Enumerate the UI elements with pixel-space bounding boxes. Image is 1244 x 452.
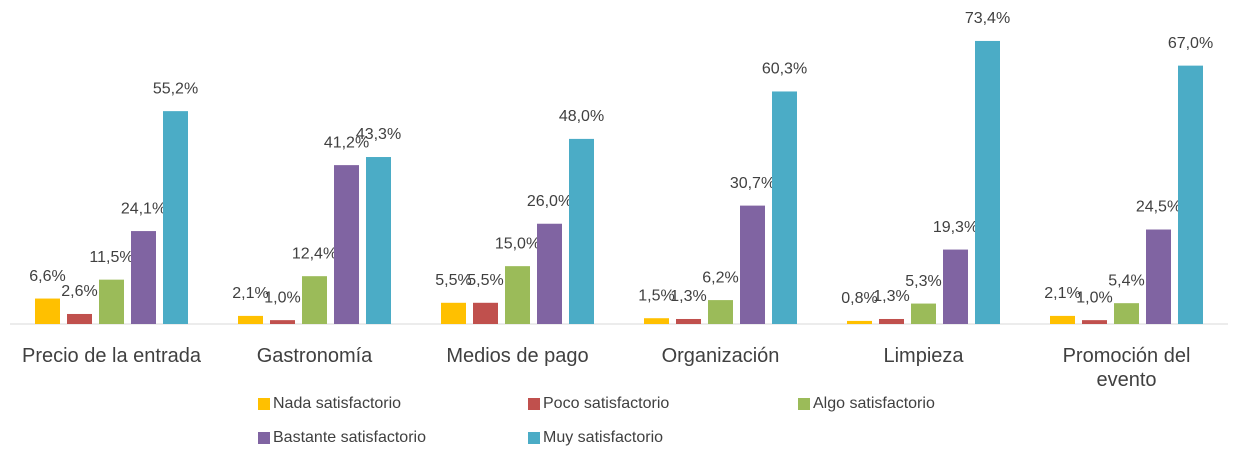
value-label: 73,4% <box>965 10 1010 27</box>
value-label: 1,3% <box>873 288 909 305</box>
value-label: 12,4% <box>292 245 337 262</box>
bar <box>1114 303 1139 324</box>
legend-label: Bastante satisfactorio <box>273 429 426 446</box>
bar <box>911 303 936 324</box>
value-label: 6,6% <box>29 268 65 285</box>
legend-label: Muy satisfactorio <box>543 429 663 446</box>
value-label: 24,1% <box>121 200 166 217</box>
x-tick-label: Limpieza <box>883 345 964 367</box>
bar <box>879 318 904 324</box>
x-tick-label: Organización <box>661 345 780 367</box>
value-label: 60,3% <box>762 61 807 78</box>
value-label: 5,5% <box>435 272 471 289</box>
bar <box>1146 229 1171 324</box>
value-label: 2,1% <box>1044 285 1080 302</box>
bar <box>505 266 530 324</box>
x-tick-label: Precio de la entrada <box>21 345 201 367</box>
legend-label: Nada satisfactorio <box>273 395 401 412</box>
bar <box>67 313 92 324</box>
value-label: 2,6% <box>61 283 97 300</box>
value-label: 1,0% <box>264 289 300 306</box>
bar <box>1050 315 1075 324</box>
bar <box>847 320 872 324</box>
bar <box>1082 320 1107 324</box>
bar <box>238 315 263 324</box>
bar <box>163 111 188 324</box>
legend-swatch <box>798 398 810 410</box>
legend-label: Algo satisfactorio <box>813 395 935 412</box>
value-label: 6,2% <box>702 269 738 286</box>
legend-swatch <box>258 432 270 444</box>
bar <box>537 223 562 324</box>
bar <box>772 91 797 324</box>
x-tick-label: Promoción del evento <box>1062 345 1191 391</box>
bar <box>740 205 765 324</box>
value-label: 48,0% <box>559 108 604 125</box>
bar <box>473 302 498 324</box>
value-label: 1,5% <box>638 287 674 304</box>
bar <box>334 165 359 324</box>
value-label: 15,0% <box>495 235 540 252</box>
value-label: 24,5% <box>1136 199 1181 216</box>
legend-label: Poco satisfactorio <box>543 395 669 412</box>
value-label: 1,3% <box>670 288 706 305</box>
value-label: 67,0% <box>1168 35 1213 52</box>
bar <box>1178 65 1203 324</box>
value-label: 0,8% <box>841 290 877 307</box>
value-label: 19,3% <box>933 219 978 236</box>
bar <box>708 300 733 324</box>
bar <box>366 157 391 324</box>
bar <box>569 138 594 324</box>
value-label: 2,1% <box>232 285 268 302</box>
bar <box>35 298 60 324</box>
value-label: 43,3% <box>356 126 401 143</box>
value-label: 1,0% <box>1076 289 1112 306</box>
bar <box>441 302 466 324</box>
bar <box>943 249 968 324</box>
bar <box>131 231 156 324</box>
bar <box>99 279 124 324</box>
bar <box>676 318 701 324</box>
value-label: 5,5% <box>467 272 503 289</box>
value-label: 55,2% <box>153 80 198 97</box>
x-tick-label: Gastronomía <box>256 345 373 367</box>
x-tick-label: Medios de pago <box>446 345 589 367</box>
value-label: 11,5% <box>89 249 133 266</box>
legend-swatch <box>528 398 540 410</box>
value-label: 30,7% <box>730 175 775 192</box>
value-label: 5,4% <box>1108 272 1144 289</box>
value-label: 26,0% <box>527 193 572 210</box>
value-label: 41,2% <box>324 134 369 151</box>
legend-swatch <box>528 432 540 444</box>
bar <box>302 276 327 324</box>
legend-swatch <box>258 398 270 410</box>
bar <box>644 318 669 324</box>
bar <box>270 320 295 324</box>
value-label: 5,3% <box>905 273 941 290</box>
bar <box>975 40 1000 325</box>
